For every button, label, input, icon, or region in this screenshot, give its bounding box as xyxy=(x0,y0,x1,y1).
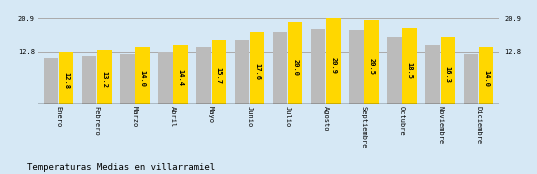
Bar xyxy=(364,20,379,104)
Text: 20.9: 20.9 xyxy=(330,57,336,74)
Bar xyxy=(387,37,402,104)
Bar xyxy=(478,47,493,104)
Text: 17.6: 17.6 xyxy=(254,63,260,80)
Bar xyxy=(326,18,340,104)
Text: 15.7: 15.7 xyxy=(216,67,222,84)
Bar xyxy=(425,45,440,104)
Bar xyxy=(135,47,150,104)
Bar xyxy=(250,32,264,104)
Bar xyxy=(59,52,74,104)
Text: 18.5: 18.5 xyxy=(407,62,412,78)
Text: 14.0: 14.0 xyxy=(483,70,489,87)
Bar xyxy=(288,22,302,104)
Bar xyxy=(82,57,97,104)
Bar xyxy=(158,52,173,104)
Text: 14.4: 14.4 xyxy=(178,69,184,86)
Text: 16.3: 16.3 xyxy=(445,66,451,83)
Text: 20.0: 20.0 xyxy=(292,59,298,76)
Text: 13.2: 13.2 xyxy=(101,71,107,88)
Bar xyxy=(273,32,287,104)
Text: 14.0: 14.0 xyxy=(140,70,146,87)
Bar xyxy=(235,41,249,104)
Text: 20.5: 20.5 xyxy=(368,58,374,75)
Bar xyxy=(402,28,417,104)
Bar xyxy=(212,40,226,104)
Bar xyxy=(97,50,112,104)
Bar xyxy=(463,54,478,104)
Bar xyxy=(349,30,364,104)
Bar xyxy=(44,58,59,104)
Bar xyxy=(120,54,135,104)
Bar xyxy=(173,45,188,104)
Text: 12.8: 12.8 xyxy=(63,72,69,89)
Bar xyxy=(197,47,211,104)
Text: Temperaturas Medias en villarramiel: Temperaturas Medias en villarramiel xyxy=(27,163,215,172)
Bar xyxy=(440,37,455,104)
Bar xyxy=(311,29,325,104)
